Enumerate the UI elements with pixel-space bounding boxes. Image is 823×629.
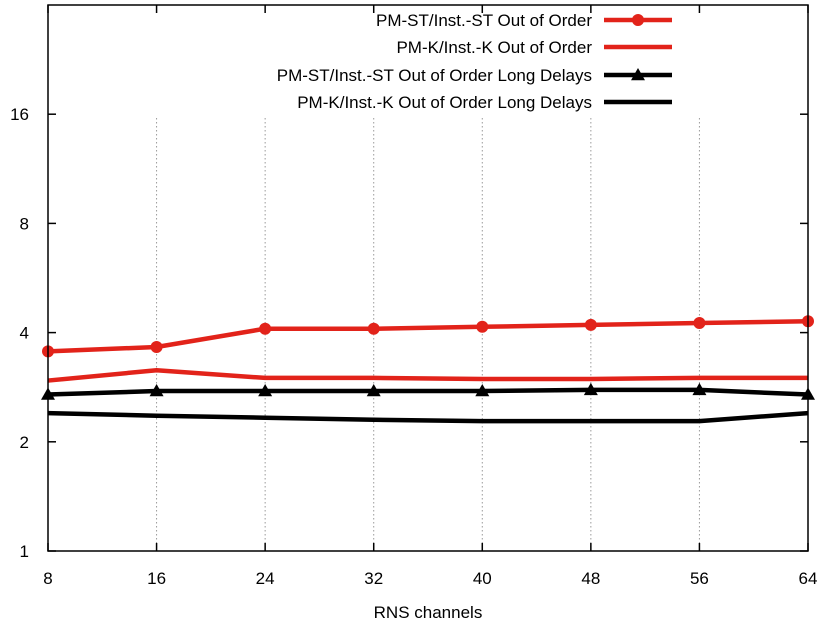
x-axis-title: RNS channels: [374, 603, 483, 622]
data-point: [693, 317, 706, 330]
series-line: [47, 367, 808, 383]
x-tick-label: 16: [147, 569, 166, 588]
y-tick-label: 16: [10, 105, 29, 124]
legend-label: PM-ST/Inst.-ST Out of Order Long Delays: [277, 66, 592, 85]
data-point: [692, 382, 707, 396]
legend-label: PM-K/Inst.-K Out of Order: [396, 38, 592, 57]
data-point: [583, 382, 598, 396]
legend-marker: [632, 14, 644, 26]
x-tick-label: 32: [364, 569, 383, 588]
legend-label: PM-ST/Inst.-ST Out of Order: [376, 11, 592, 30]
data-point: [259, 322, 272, 335]
data-point: [584, 318, 597, 331]
x-tick-label: 48: [581, 569, 600, 588]
x-tick-label: 40: [473, 569, 492, 588]
data-point: [258, 384, 273, 397]
legend: PM-ST/Inst.-ST Out of Order PM-K/Inst.-K …: [277, 11, 672, 112]
legend-marker: [631, 68, 645, 81]
x-tick-label: 56: [690, 569, 709, 588]
data-point: [476, 320, 489, 333]
data-point: [475, 384, 490, 397]
series-layer: [41, 315, 815, 424]
data-point: [367, 322, 380, 335]
x-ticks: 8 16 24 32 40 48 56 64: [43, 5, 817, 588]
x-tick-label: 24: [256, 569, 275, 588]
legend-label: PM-K/Inst.-K Out of Order Long Delays: [297, 93, 592, 112]
y-tick-label: 1: [20, 542, 29, 561]
series-line: [47, 387, 809, 397]
plot-frame: [47, 4, 809, 552]
y-tick-label: 2: [20, 433, 29, 452]
data-point: [366, 384, 381, 397]
y-tick-label: 4: [20, 324, 29, 343]
y-tick-label: 8: [20, 214, 29, 233]
data-point: [149, 384, 164, 397]
data-point: [150, 341, 163, 354]
y-ticks: 1 2 4 8 16: [10, 105, 808, 561]
x-tick-label: 8: [43, 569, 52, 588]
x-tick-label: 64: [799, 569, 818, 588]
series-line: [47, 410, 809, 424]
series-line: [47, 318, 809, 354]
